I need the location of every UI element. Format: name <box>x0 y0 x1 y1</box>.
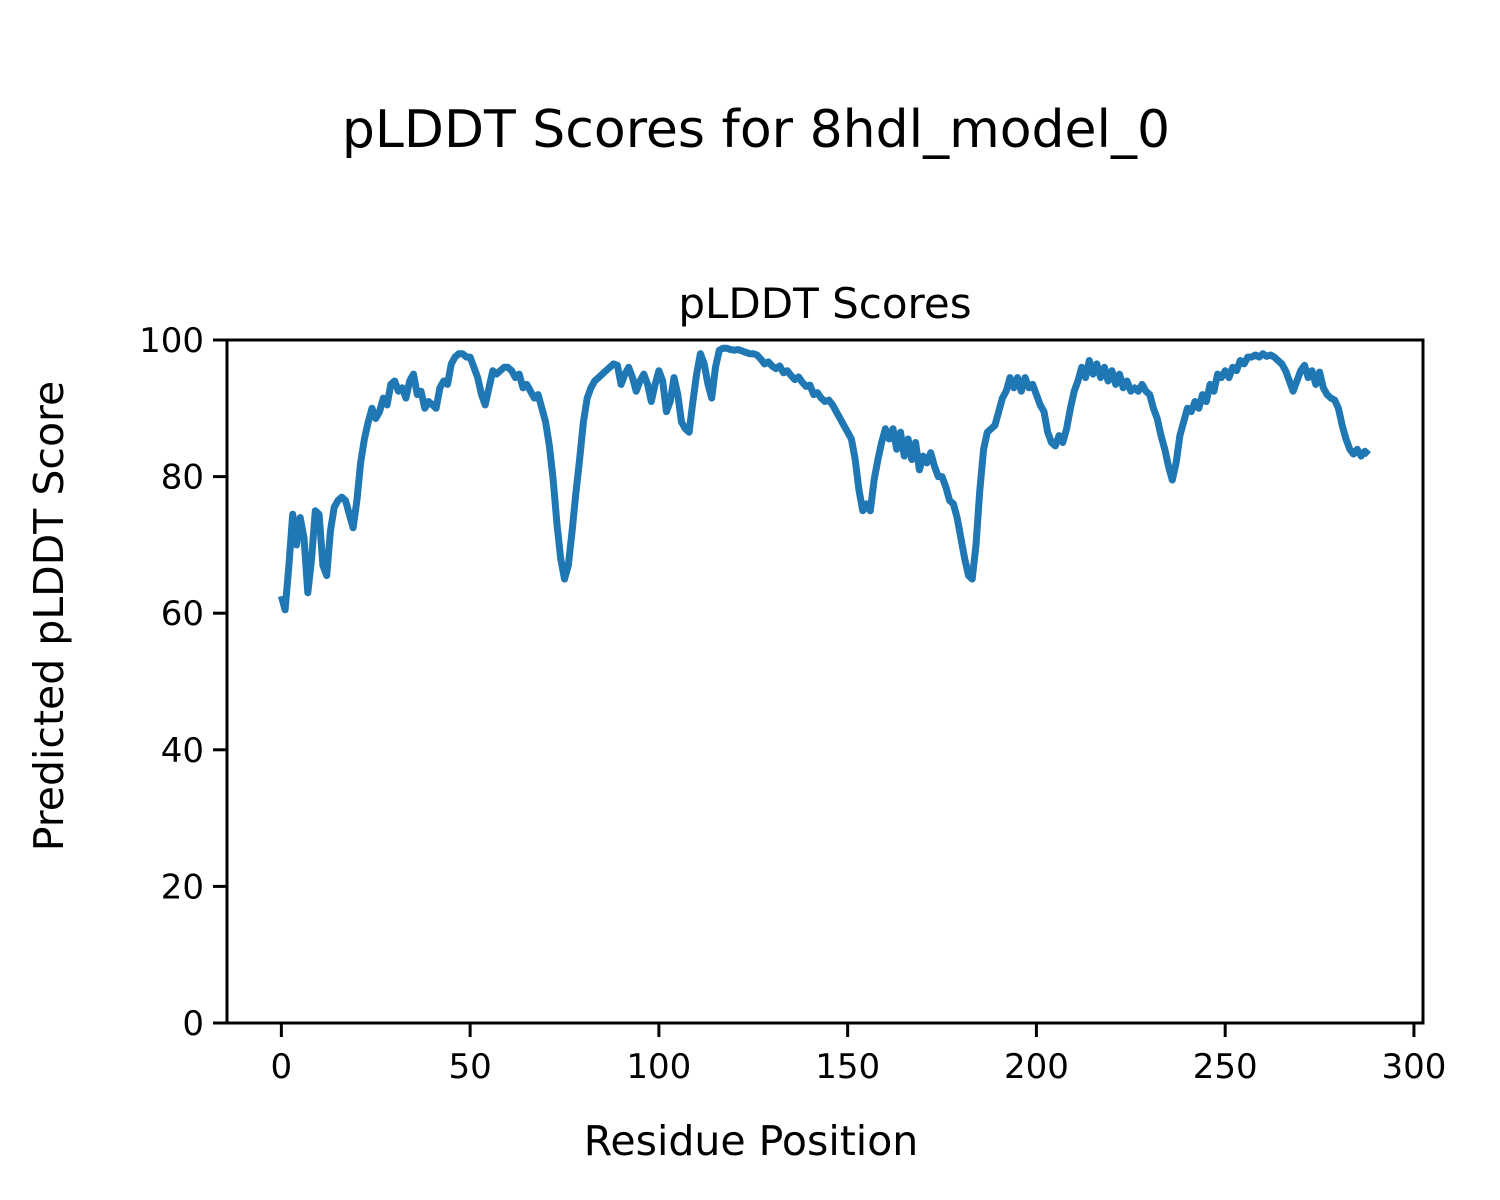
x-tick-label: 100 <box>626 1047 691 1087</box>
x-tick-label: 200 <box>1004 1047 1069 1087</box>
x-axis-ticks: 0 50 100 150 200 250 300 <box>271 1023 1446 1087</box>
x-tick-label: 0 <box>271 1047 293 1087</box>
y-tick-label: 40 <box>161 731 204 771</box>
y-tick-label: 100 <box>139 321 204 361</box>
figure-suptitle: pLDDT Scores for 8hdl_model_0 <box>342 100 1170 160</box>
y-tick-label: 20 <box>161 867 204 907</box>
y-tick-label: 60 <box>161 594 204 634</box>
x-axis-label: Residue Position <box>584 1117 919 1165</box>
x-tick-label: 50 <box>448 1047 491 1087</box>
axes-title: pLDDT Scores <box>678 279 971 328</box>
y-axis-ticks: 0 20 40 60 80 100 <box>139 321 227 1044</box>
axes-spines <box>225 338 1425 1025</box>
plddt-line-series <box>278 344 1371 614</box>
y-axis-label: Predicted pLDDT Score <box>25 381 73 851</box>
x-tick-label: 150 <box>815 1047 880 1087</box>
y-tick-label: 80 <box>161 458 204 498</box>
x-tick-label: 300 <box>1381 1047 1446 1087</box>
y-tick-label: 0 <box>182 1004 204 1044</box>
x-tick-label: 250 <box>1193 1047 1258 1087</box>
